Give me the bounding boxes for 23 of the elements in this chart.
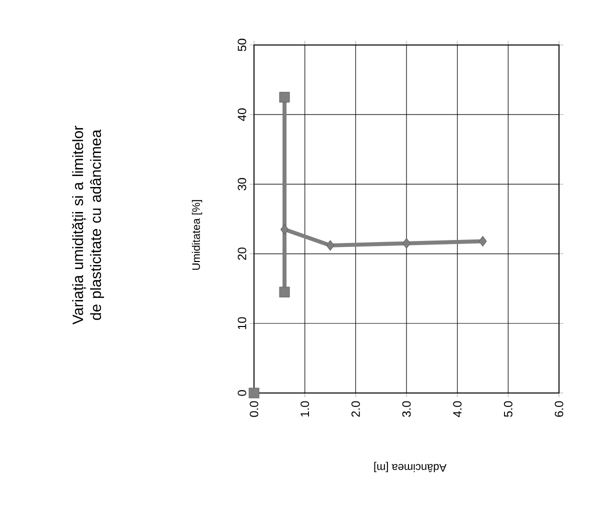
point (326, 240, 334, 251)
y-tick-label: 0 (238, 390, 246, 396)
text: Variația umidității si a limitelor de plasticitate cu adâncimea (72, 126, 104, 324)
x-axis-title: Adâncimea [m] (374, 462, 447, 472)
x-tick-label: 2.0 (351, 401, 360, 417)
y-tick-label: 30 (238, 178, 246, 190)
y-tick-label: 10 (238, 317, 246, 330)
y-axis-title: Umiditatea [%] (192, 200, 202, 270)
point (478, 236, 487, 247)
x-tick-label: 1.0 (300, 401, 310, 416)
point (279, 92, 290, 102)
y-tick-label: 40 (238, 108, 246, 121)
x-tick-label: 5.0 (504, 401, 512, 417)
x-tick-label: 0.0 (250, 401, 258, 417)
x-tick-label: 6.0 (554, 401, 564, 417)
point (402, 238, 411, 249)
point (280, 224, 289, 235)
y-tick-label: 50 (238, 38, 246, 52)
point (248, 388, 260, 398)
x-tick-label: 4.0 (453, 401, 462, 418)
point (279, 286, 290, 298)
y-tick-label: 20 (238, 248, 246, 260)
x-tick-label: 3.0 (402, 401, 411, 417)
